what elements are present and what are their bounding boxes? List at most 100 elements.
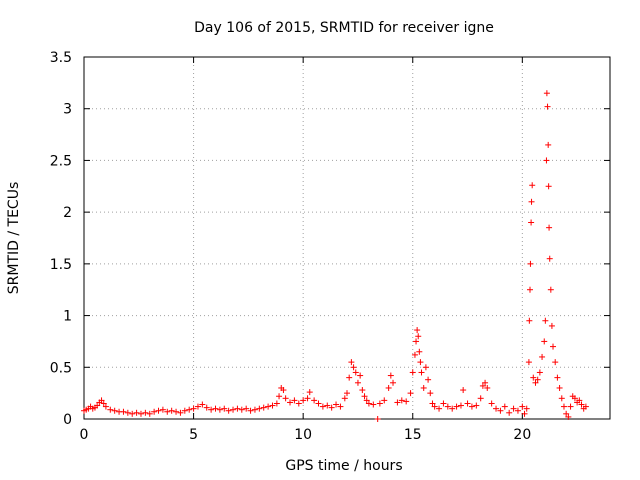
data-point [324, 402, 331, 409]
data-point [359, 387, 366, 394]
data-point [407, 390, 414, 397]
data-point [427, 390, 434, 397]
data-point [541, 338, 548, 345]
data-point [199, 401, 206, 408]
data-point [548, 322, 555, 329]
data-point [414, 327, 421, 334]
data-point [363, 397, 370, 404]
data-point [333, 401, 340, 408]
data-point [539, 353, 546, 360]
data-point [164, 408, 171, 415]
data-point [506, 409, 513, 416]
data-point [350, 364, 357, 371]
data-point [177, 409, 184, 416]
data-point [546, 224, 553, 231]
data-point [560, 403, 567, 410]
data-point [418, 369, 425, 376]
y-tick-label: 3 [63, 102, 72, 118]
data-point [479, 382, 486, 389]
data-point [328, 404, 335, 411]
data-point [304, 395, 311, 402]
data-point [269, 402, 276, 409]
data-points [81, 90, 589, 422]
data-point [556, 384, 563, 391]
data-point [501, 403, 508, 410]
data-point [168, 407, 175, 414]
data-point [525, 359, 532, 366]
axis-ticks: 0 5 10 15 20 0 0.5 1 1.5 2 2.5 3 3.5 [50, 50, 610, 443]
data-point [528, 198, 535, 205]
data-point [265, 403, 272, 410]
data-point [337, 403, 344, 410]
data-point [100, 400, 107, 407]
data-point [186, 406, 193, 413]
x-tick-label: 10 [294, 427, 312, 443]
data-point [146, 410, 153, 417]
x-axis-label: GPS time / hours [285, 458, 402, 474]
data-point [374, 416, 381, 422]
data-point [247, 407, 254, 414]
data-point [311, 397, 318, 404]
data-point [370, 401, 377, 408]
data-point [488, 400, 495, 407]
data-point [449, 405, 456, 412]
data-point [94, 402, 101, 409]
data-point [521, 410, 528, 417]
data-point [563, 410, 570, 417]
data-point [578, 401, 585, 408]
y-axis-label: SRMTID / TECUs [6, 182, 22, 295]
data-point [403, 398, 410, 405]
data-point [545, 183, 552, 190]
data-point [493, 405, 500, 412]
data-point [208, 406, 215, 413]
data-point [173, 408, 180, 415]
data-point [190, 405, 197, 412]
data-point [543, 157, 550, 164]
data-point [385, 384, 392, 391]
x-tick-label: 20 [513, 427, 531, 443]
data-point [398, 397, 405, 404]
data-point [544, 103, 551, 110]
data-point [536, 369, 543, 376]
data-point [120, 408, 127, 415]
data-point [529, 182, 536, 189]
data-point [534, 376, 541, 383]
data-point [545, 141, 552, 148]
data-point [510, 405, 517, 412]
data-point [300, 397, 307, 404]
data-point [243, 405, 250, 412]
x-tick-label: 5 [189, 427, 198, 443]
data-point [436, 405, 443, 412]
y-tick-label: 3.5 [50, 50, 72, 66]
data-point [473, 402, 480, 409]
data-point [444, 403, 451, 410]
data-point [221, 405, 228, 412]
data-point [527, 286, 534, 293]
data-point [280, 387, 287, 394]
data-point [497, 407, 504, 414]
data-point [354, 379, 361, 386]
data-point [390, 379, 397, 386]
data-point [124, 409, 131, 416]
y-tick-label: 2.5 [50, 153, 72, 169]
data-point [417, 359, 424, 366]
grid-lines [84, 57, 610, 419]
data-point [550, 343, 557, 350]
data-point [111, 407, 118, 414]
data-point [295, 400, 302, 407]
data-point [203, 404, 210, 411]
x-tick-label: 15 [404, 427, 422, 443]
data-point [453, 403, 460, 410]
data-point [291, 397, 298, 404]
data-point [282, 395, 289, 402]
data-point [523, 405, 530, 412]
data-point [341, 395, 348, 402]
data-point [346, 374, 353, 381]
data-point [238, 406, 245, 413]
data-point [234, 405, 241, 412]
y-tick-label: 2 [63, 205, 72, 221]
data-point [530, 374, 537, 381]
data-point [137, 410, 144, 417]
data-point [376, 400, 383, 407]
data-point [344, 390, 350, 397]
